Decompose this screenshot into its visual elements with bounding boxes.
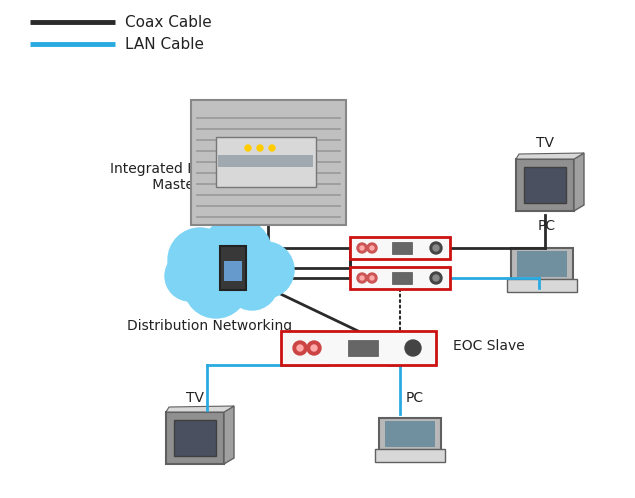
FancyBboxPatch shape xyxy=(516,159,574,211)
Circle shape xyxy=(200,218,272,290)
FancyBboxPatch shape xyxy=(375,449,445,462)
Text: TV: TV xyxy=(186,391,204,405)
FancyBboxPatch shape xyxy=(524,167,566,203)
Circle shape xyxy=(192,232,268,308)
FancyBboxPatch shape xyxy=(166,412,224,464)
Circle shape xyxy=(168,228,232,292)
Circle shape xyxy=(370,276,374,280)
Circle shape xyxy=(293,341,307,355)
Text: Integrated EOC
      Master: Integrated EOC Master xyxy=(110,162,217,192)
FancyBboxPatch shape xyxy=(392,242,412,254)
Circle shape xyxy=(430,272,442,284)
FancyBboxPatch shape xyxy=(348,340,378,356)
FancyBboxPatch shape xyxy=(190,100,345,225)
FancyBboxPatch shape xyxy=(511,248,573,280)
Text: TV: TV xyxy=(536,136,554,150)
FancyBboxPatch shape xyxy=(350,267,450,289)
Circle shape xyxy=(433,275,439,281)
Circle shape xyxy=(257,145,263,151)
Text: EOC Slave: EOC Slave xyxy=(453,339,525,353)
Circle shape xyxy=(311,345,317,351)
Circle shape xyxy=(433,245,439,251)
Circle shape xyxy=(307,341,321,355)
Circle shape xyxy=(238,242,294,298)
Text: PC: PC xyxy=(406,391,424,405)
FancyBboxPatch shape xyxy=(350,237,450,259)
Text: PC: PC xyxy=(538,219,556,233)
Circle shape xyxy=(360,276,364,280)
Circle shape xyxy=(226,258,278,310)
FancyBboxPatch shape xyxy=(517,251,568,277)
Text: Coax Cable: Coax Cable xyxy=(125,14,211,29)
Polygon shape xyxy=(574,153,584,211)
FancyBboxPatch shape xyxy=(220,246,246,290)
Circle shape xyxy=(367,273,377,283)
Circle shape xyxy=(357,273,367,283)
FancyBboxPatch shape xyxy=(215,137,316,187)
Polygon shape xyxy=(166,406,234,412)
Circle shape xyxy=(370,246,374,250)
Text: Distribution Networking: Distribution Networking xyxy=(128,319,293,333)
Text: LAN Cable: LAN Cable xyxy=(125,36,204,51)
FancyBboxPatch shape xyxy=(507,278,577,292)
FancyBboxPatch shape xyxy=(174,420,216,456)
FancyBboxPatch shape xyxy=(379,418,441,450)
Polygon shape xyxy=(224,406,234,464)
Circle shape xyxy=(269,145,275,151)
FancyBboxPatch shape xyxy=(281,331,436,365)
Circle shape xyxy=(360,246,364,250)
Circle shape xyxy=(430,242,442,254)
FancyBboxPatch shape xyxy=(218,155,312,167)
Circle shape xyxy=(184,254,248,318)
FancyBboxPatch shape xyxy=(385,421,436,447)
Circle shape xyxy=(367,243,377,253)
Circle shape xyxy=(245,145,251,151)
FancyBboxPatch shape xyxy=(224,261,242,281)
Circle shape xyxy=(165,251,215,301)
Circle shape xyxy=(357,243,367,253)
FancyBboxPatch shape xyxy=(392,272,412,284)
Polygon shape xyxy=(516,153,584,159)
Circle shape xyxy=(405,340,421,356)
Circle shape xyxy=(297,345,303,351)
